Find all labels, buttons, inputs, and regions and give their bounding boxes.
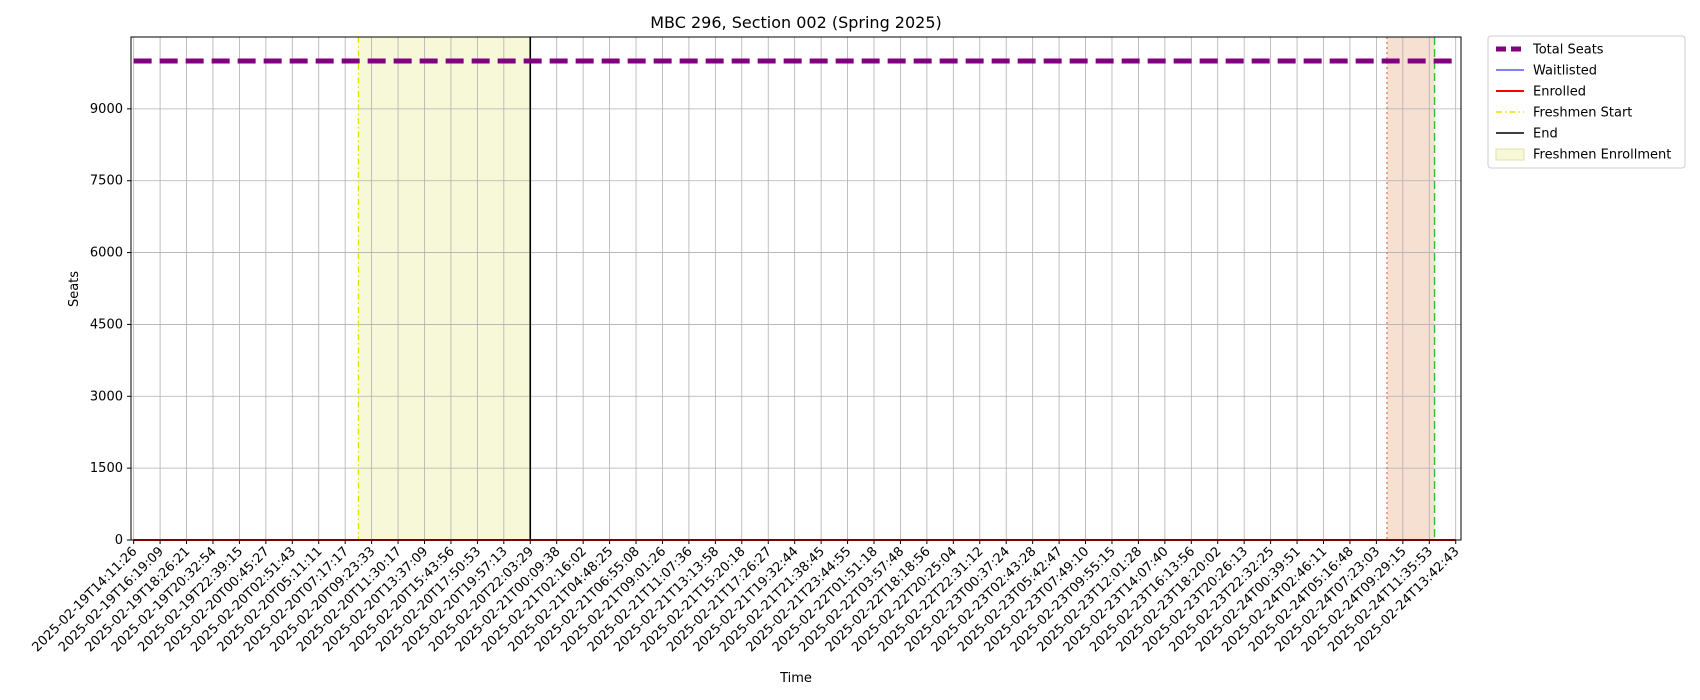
legend-label-enrolled: Enrolled <box>1533 85 1586 100</box>
legend-label-total-seats: Total Seats <box>1532 43 1604 58</box>
legend-swatch-freshmen-enrollment <box>1495 148 1525 161</box>
y-tick-label: 3000 <box>90 389 123 404</box>
y-tick-label: 7500 <box>90 174 123 189</box>
legend-label-end: End <box>1533 127 1558 142</box>
y-axis-label: Seats <box>67 271 82 307</box>
y-tick-label: 4500 <box>90 317 123 332</box>
y-tick-label: 6000 <box>90 246 123 261</box>
freshmen-enrollment-span <box>358 37 531 540</box>
chart-title: MBC 296, Section 002 (Spring 2025) <box>650 13 942 32</box>
legend-label-freshmen-start: Freshmen Start <box>1533 106 1632 121</box>
plot-area: 01500300045006000750090002025-02-19T14:1… <box>30 36 1463 655</box>
x-axis-label: Time <box>779 671 812 686</box>
legend-label-freshmen-enrollment: Freshmen Enrollment <box>1533 148 1671 163</box>
y-tick-label: 9000 <box>90 102 123 117</box>
highlight-span <box>1386 37 1435 540</box>
legend-label-waitlisted: Waitlisted <box>1533 64 1597 79</box>
y-tick-label: 1500 <box>90 461 123 476</box>
axes-frame <box>130 36 1462 541</box>
legend: Total Seats Waitlisted Enrolled Freshmen St… <box>1487 35 1686 169</box>
legend-box <box>1487 35 1686 169</box>
y-tick-label: 0 <box>115 533 123 548</box>
